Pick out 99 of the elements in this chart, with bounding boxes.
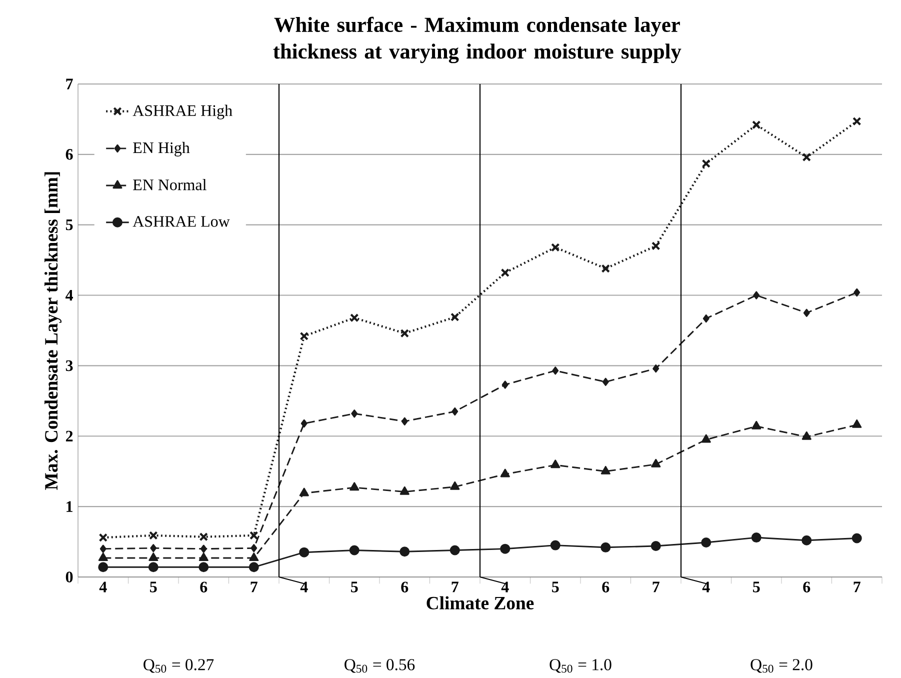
x-tick-label: 7 [452, 582, 458, 592]
point [198, 552, 208, 562]
point [250, 544, 258, 552]
x-tick-label: 7 [854, 582, 860, 592]
point [299, 547, 310, 558]
point [550, 540, 560, 550]
text: Q$_{50}$ = 0.27 [144, 659, 214, 673]
point [500, 468, 510, 478]
chart-title: White surface - Maximum condensate layer thickness at varying indoor moisture supply [273, 16, 682, 64]
point [351, 410, 358, 418]
point [600, 466, 610, 474]
point [551, 243, 560, 252]
point [602, 378, 609, 386]
x-tick-label: 5 [351, 582, 358, 592]
x-tick-label: 4 [501, 582, 509, 592]
point [299, 488, 309, 496]
point [752, 120, 761, 130]
x-tick-label: 4 [300, 582, 308, 592]
point [400, 328, 409, 338]
x-tick-label: 5 [753, 582, 760, 592]
point [600, 542, 611, 552]
x-axis-title: Climate Zone [426, 596, 534, 610]
point [702, 159, 710, 168]
x-tick-label: 4 [99, 582, 107, 592]
point [349, 545, 360, 556]
y-tick-label: 2 [66, 430, 73, 442]
y-tick-label: 3 [66, 360, 73, 372]
text: Q$_{50}$ = 0.56 [344, 659, 415, 673]
x-tick-label: 6 [401, 582, 408, 592]
y-tick-label: 7 [66, 78, 73, 90]
point [450, 312, 460, 322]
point [250, 531, 258, 540]
point [701, 537, 712, 548]
point [500, 268, 510, 278]
point [552, 366, 559, 375]
x-tick-label: 6 [200, 582, 208, 592]
point [702, 314, 710, 323]
y-axis-title: Max. Condensate Layer thickness [mm] [44, 172, 62, 490]
point [98, 562, 108, 572]
y-tick-label: 0 [66, 572, 73, 582]
x-tick-label: 7 [652, 582, 660, 592]
point [751, 532, 762, 543]
text: Q$_{50}$ = 2.0 [750, 659, 812, 673]
point [450, 481, 460, 490]
text: Q$_{50}$ = 1.0 [550, 659, 612, 673]
point [98, 552, 108, 562]
legend-label: ASHRAE Low [132, 216, 230, 227]
point [854, 288, 860, 297]
y-tick-label: 6 [66, 149, 73, 160]
point [350, 313, 359, 322]
point [803, 308, 810, 317]
x-tick-label: 4 [702, 582, 710, 592]
point [148, 552, 158, 562]
x-tick-label: 6 [602, 582, 610, 592]
point [248, 562, 259, 572]
point [300, 419, 308, 428]
x-tick-label: 5 [150, 582, 157, 592]
x-tick-label: 6 [803, 582, 810, 592]
point [199, 532, 208, 542]
point [752, 420, 762, 430]
x-tick-label: 5 [552, 582, 559, 592]
point [802, 535, 812, 546]
point [148, 562, 158, 572]
point [500, 544, 510, 554]
point [200, 544, 207, 553]
point [802, 152, 811, 162]
legend-label: EN High [133, 142, 190, 156]
point [98, 533, 108, 542]
point [198, 562, 209, 572]
point [802, 431, 812, 440]
point [852, 419, 862, 428]
point [249, 552, 259, 562]
point [401, 417, 408, 426]
point [701, 434, 711, 443]
point [400, 486, 410, 495]
y-tick-label: 1 [66, 501, 72, 512]
point [601, 264, 610, 273]
point [652, 242, 660, 250]
point [753, 291, 760, 300]
point [650, 540, 661, 551]
point [300, 332, 308, 340]
point [502, 380, 508, 389]
legend-label: ASHRAE High [132, 104, 232, 120]
point [652, 364, 660, 373]
point [450, 545, 460, 556]
point [452, 407, 458, 416]
y-tick-label: 4 [66, 290, 73, 301]
point [100, 544, 106, 553]
point [651, 458, 661, 468]
x-tick-label: 7 [250, 582, 258, 592]
point [149, 531, 158, 540]
point [400, 546, 410, 557]
point [852, 533, 862, 544]
legend-label: EN Normal [133, 178, 206, 190]
point [150, 544, 157, 552]
point [550, 460, 560, 468]
y-tick-label: 5 [66, 220, 73, 230]
point [852, 116, 862, 126]
point [350, 482, 360, 491]
